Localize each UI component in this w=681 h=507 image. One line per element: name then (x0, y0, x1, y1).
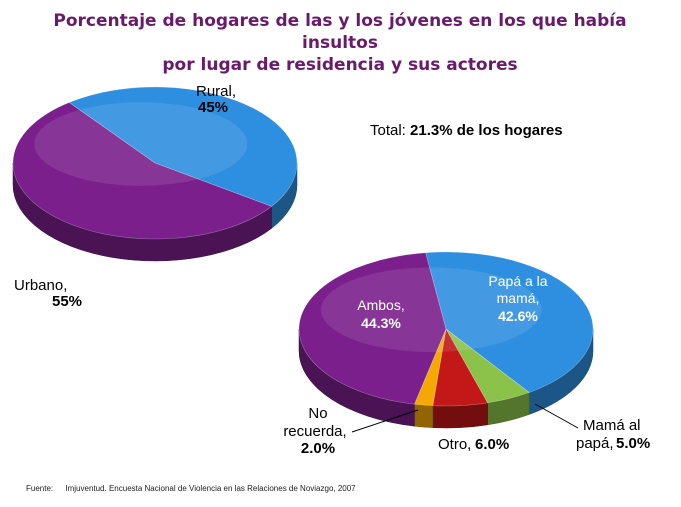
source-prefix: Fuente: (26, 484, 54, 493)
label-papa-a-la-mama-2: mamá, (497, 290, 540, 306)
label-mama-al-papa-2: papá, (576, 435, 614, 452)
pie-residence (12, 86, 298, 262)
value-otro: 6.0% (475, 436, 509, 453)
label-no-recuerda-2: recuerda, (283, 423, 346, 440)
label-ambos: Ambos, (357, 297, 404, 313)
pie-actors (298, 251, 594, 429)
title-line-2: por lugar de residencia y sus actores (162, 55, 518, 75)
value-rural: 45% (198, 99, 228, 116)
pie1-highlight (34, 102, 248, 186)
pie2-side-3 (414, 403, 433, 428)
total-value: 21.3% de los hogares (410, 122, 563, 139)
label-otro: Otro, (438, 436, 471, 453)
source-text: Imjuventud. Encuesta Nacional de Violenc… (65, 484, 356, 493)
label-mama-al-papa-1: Mamá al (583, 417, 641, 434)
pie2-slice-0 (425, 251, 594, 393)
pie2-side-2 (432, 402, 488, 429)
pie1-slice-1 (12, 102, 273, 240)
pie2-slice-4 (298, 252, 447, 405)
label-urbano: Urbano, (14, 277, 67, 294)
source-note: Fuente: Imjuventud. Encuesta Nacional de… (26, 484, 356, 493)
label-papa-a-la-mama-1: Papá a la (488, 273, 547, 289)
value-no-recuerda: 2.0% (301, 440, 335, 457)
label-no-recuerda-1: No (308, 405, 327, 422)
value-papa-a-la-mama: 42.6% (498, 308, 538, 324)
value-ambos: 44.3% (361, 315, 401, 331)
pie2-slice-1 (445, 328, 530, 404)
total-note: Total: 21.3% de los hogares (370, 122, 563, 139)
pie1-slice-0 (68, 86, 298, 207)
value-urbano: 55% (52, 293, 82, 310)
chart-title: Porcentaje de hogares de las y los jóven… (40, 10, 640, 76)
pie2-slice-2 (432, 328, 489, 407)
title-line-1: Porcentaje de hogares de las y los jóven… (53, 11, 627, 53)
value-mama-al-papa: 5.0% (616, 435, 650, 452)
pie2-highlight (321, 267, 542, 353)
label-rural: Rural, (196, 83, 236, 100)
leader-no-recuerda (351, 409, 419, 433)
leader-mama-al-papa (534, 403, 579, 429)
total-label: Total: (370, 122, 406, 139)
pie2-slice-3 (414, 328, 447, 406)
